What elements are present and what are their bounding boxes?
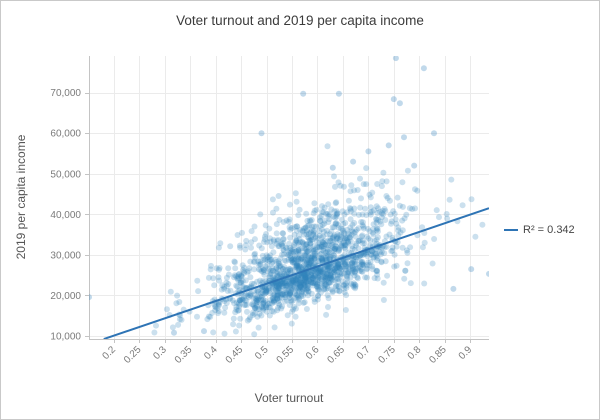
scatter-points xyxy=(151,143,486,338)
svg-text:0.3: 0.3 xyxy=(151,344,169,362)
svg-text:0.7: 0.7 xyxy=(355,344,373,362)
svg-text:0.25: 0.25 xyxy=(122,344,144,366)
axes xyxy=(85,56,489,343)
svg-text:10,000: 10,000 xyxy=(50,331,81,342)
y-tick-labels: 10,000 20,000 30,000 40,000 50,000 60,000 70,0… xyxy=(50,88,81,342)
data-point xyxy=(450,285,457,292)
svg-text:0.75: 0.75 xyxy=(376,344,398,366)
trend-line xyxy=(103,207,489,339)
legend: R² = 0.342 xyxy=(504,224,575,236)
svg-text:20,000: 20,000 xyxy=(50,291,81,302)
svg-text:60,000: 60,000 xyxy=(50,129,81,140)
trendline-legend-label: R² = 0.342 xyxy=(523,224,575,236)
svg-text:0.85: 0.85 xyxy=(427,344,449,366)
data-point xyxy=(468,266,475,273)
data-point xyxy=(258,130,265,137)
data-point xyxy=(385,142,392,149)
svg-text:0.65: 0.65 xyxy=(326,344,348,366)
svg-text:40,000: 40,000 xyxy=(50,210,81,221)
outlier-points xyxy=(89,56,489,336)
data-point xyxy=(300,90,307,97)
data-point xyxy=(201,328,207,335)
data-point xyxy=(420,65,427,72)
svg-text:0.9: 0.9 xyxy=(457,344,475,362)
trendline-legend-swatch xyxy=(504,229,518,231)
chart-title: Voter turnout and 2019 per capita income xyxy=(176,13,424,28)
x-axis-title: Voter turnout xyxy=(254,391,324,405)
svg-text:0.6: 0.6 xyxy=(304,344,322,362)
data-point xyxy=(350,158,357,165)
data-point xyxy=(365,148,372,155)
svg-text:30,000: 30,000 xyxy=(50,250,81,261)
data-point xyxy=(401,134,407,141)
data-point xyxy=(396,100,403,107)
svg-text:0.4: 0.4 xyxy=(202,344,220,362)
data-point xyxy=(486,270,489,277)
y-gridlines xyxy=(89,93,489,337)
data-point xyxy=(392,56,399,62)
svg-text:0.5: 0.5 xyxy=(253,344,271,362)
data-point xyxy=(390,96,397,103)
data-point xyxy=(171,329,177,336)
svg-text:50,000: 50,000 xyxy=(50,169,81,180)
data-point xyxy=(411,162,418,169)
data-point xyxy=(89,294,92,301)
svg-text:0.35: 0.35 xyxy=(173,344,195,366)
svg-text:0.8: 0.8 xyxy=(406,344,424,362)
svg-text:0.45: 0.45 xyxy=(224,344,246,366)
x-gridlines xyxy=(114,56,471,339)
svg-text:70,000: 70,000 xyxy=(50,88,81,99)
svg-text:0.2: 0.2 xyxy=(100,344,118,362)
data-point xyxy=(329,164,336,171)
svg-text:0.55: 0.55 xyxy=(275,344,297,366)
data-point xyxy=(431,130,437,137)
x-tick-labels: 0.2 0.25 0.3 0.35 0.4 0.45 0.5 0.55 0.6 0.65 0.7 0.… xyxy=(100,344,474,366)
data-point xyxy=(335,90,342,97)
